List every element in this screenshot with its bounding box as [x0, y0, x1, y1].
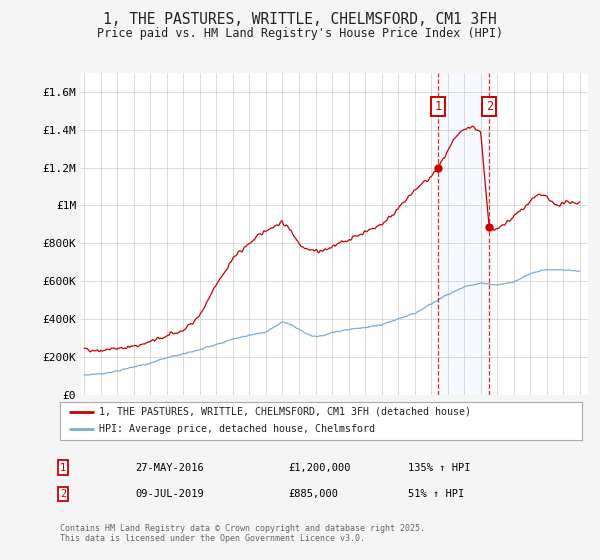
Text: 51% ↑ HPI: 51% ↑ HPI	[408, 489, 464, 499]
Text: 2: 2	[60, 489, 66, 499]
Text: £885,000: £885,000	[288, 489, 338, 499]
Text: 1: 1	[434, 100, 442, 113]
Text: 2: 2	[485, 100, 493, 113]
Text: HPI: Average price, detached house, Chelmsford: HPI: Average price, detached house, Chel…	[99, 424, 375, 435]
Text: 09-JUL-2019: 09-JUL-2019	[135, 489, 204, 499]
Text: Contains HM Land Registry data © Crown copyright and database right 2025.
This d: Contains HM Land Registry data © Crown c…	[60, 524, 425, 543]
Text: 27-MAY-2016: 27-MAY-2016	[135, 463, 204, 473]
Text: Price paid vs. HM Land Registry's House Price Index (HPI): Price paid vs. HM Land Registry's House …	[97, 27, 503, 40]
Text: 1, THE PASTURES, WRITTLE, CHELMSFORD, CM1 3FH (detached house): 1, THE PASTURES, WRITTLE, CHELMSFORD, CM…	[99, 407, 471, 417]
Text: 1: 1	[60, 463, 66, 473]
Text: 135% ↑ HPI: 135% ↑ HPI	[408, 463, 470, 473]
Text: 1, THE PASTURES, WRITTLE, CHELMSFORD, CM1 3FH: 1, THE PASTURES, WRITTLE, CHELMSFORD, CM…	[103, 12, 497, 27]
Text: £1,200,000: £1,200,000	[288, 463, 350, 473]
Bar	[438, 73, 489, 395]
